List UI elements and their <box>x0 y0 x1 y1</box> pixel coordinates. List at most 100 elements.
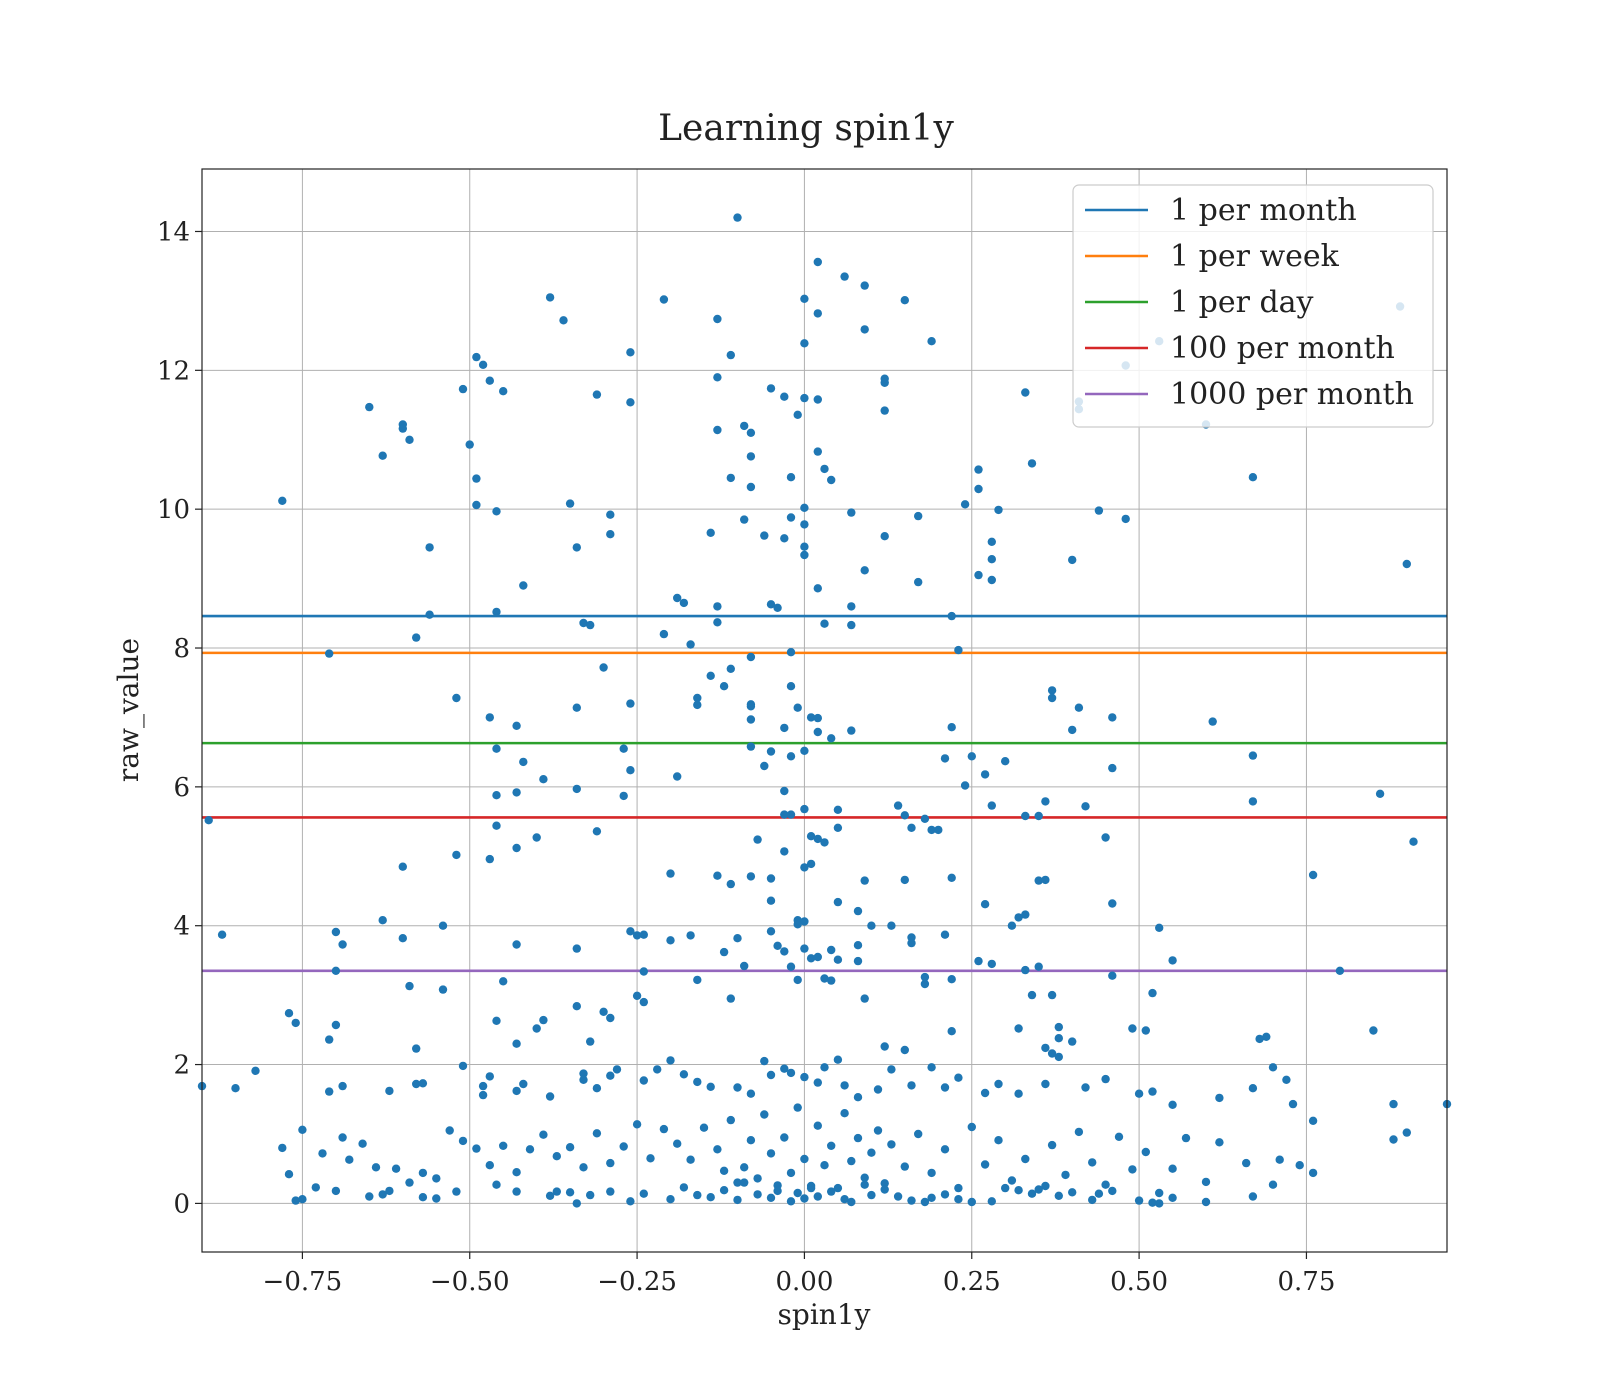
scatter-point <box>606 1071 615 1080</box>
scatter-point <box>840 1109 849 1118</box>
scatter-point <box>1027 459 1037 468</box>
scatter-point <box>1128 1024 1137 1033</box>
scatter-point <box>940 1083 950 1092</box>
scatter-point <box>1041 1181 1050 1191</box>
scatter-point <box>1168 1100 1177 1110</box>
scatter-point <box>746 715 756 724</box>
scatter-point <box>940 1145 950 1154</box>
scatter-point <box>760 761 769 771</box>
scatter-point <box>786 1068 796 1078</box>
scatter-point <box>740 1163 749 1172</box>
scatter-point <box>726 1115 735 1125</box>
scatter-point <box>666 936 675 945</box>
scatter-point <box>612 1065 622 1074</box>
scatter-point <box>1168 956 1177 965</box>
scatter-point <box>499 1141 508 1151</box>
scatter-point <box>954 1183 963 1193</box>
scatter-point <box>746 872 756 881</box>
scatter-point <box>806 1183 816 1193</box>
scatter-point <box>1014 1186 1023 1195</box>
y-tick-label: 4 <box>173 912 190 942</box>
scatter-point <box>331 966 341 975</box>
scatter-point <box>806 713 816 722</box>
scatter-point <box>478 1081 488 1091</box>
scatter-point <box>438 985 448 994</box>
scatter-point <box>907 1081 916 1090</box>
scatter-point <box>800 339 809 348</box>
scatter-point <box>1021 1154 1030 1164</box>
scatter-point <box>532 1024 541 1033</box>
scatter-point <box>1208 717 1217 726</box>
scatter-point <box>793 410 802 419</box>
scatter-point <box>947 611 956 621</box>
scatter-point <box>766 1193 776 1203</box>
scatter-point <box>719 1186 729 1195</box>
scatter-point <box>1108 971 1117 980</box>
threshold-lines <box>202 614 1447 973</box>
scatter-point <box>800 804 809 814</box>
scatter-point <box>325 1035 334 1044</box>
scatter-point <box>1128 1165 1137 1174</box>
scatter-point <box>358 1139 367 1148</box>
scatter-point <box>606 1013 615 1023</box>
scatter-point <box>619 744 628 753</box>
scatter-point <box>452 850 461 860</box>
scatter-point <box>666 1056 675 1065</box>
scatter-point <box>472 474 481 483</box>
scatter-point <box>1248 1084 1258 1093</box>
scatter-point <box>987 1197 996 1206</box>
scatter-point <box>873 1126 883 1135</box>
scatter-point <box>345 1155 354 1164</box>
scatter-point <box>746 1089 756 1098</box>
scatter-point <box>920 979 930 989</box>
scatter-point <box>452 1187 461 1196</box>
scatter-point <box>1027 1189 1037 1198</box>
scatter-point <box>1308 1116 1318 1126</box>
scatter-point <box>746 702 756 711</box>
scatter-point <box>1034 962 1043 971</box>
scatter-point <box>1068 725 1077 735</box>
scatter-point <box>726 350 735 360</box>
scatter-point <box>920 1197 930 1207</box>
scatter-point <box>1101 833 1110 842</box>
scatter-point <box>686 1155 695 1164</box>
scatter-point <box>1148 1198 1157 1207</box>
scatter-point <box>853 906 863 916</box>
scatter-point <box>532 833 541 842</box>
scatter-point <box>398 424 407 433</box>
scatter-point <box>793 975 802 985</box>
scatter-point <box>512 721 521 730</box>
scatter-point <box>806 859 816 869</box>
scatter-point <box>699 1123 709 1132</box>
scatter-point <box>1088 1158 1097 1167</box>
scatter-point <box>1268 1063 1278 1072</box>
scatter-point <box>1047 990 1057 1000</box>
scatter-point <box>626 1197 635 1206</box>
scatter-point <box>586 1190 595 1200</box>
scatter-point <box>478 1090 488 1100</box>
scatter-point <box>766 747 776 756</box>
scatter-point <box>1248 1192 1258 1201</box>
scatter-point <box>860 325 869 334</box>
scatter-point <box>492 607 501 617</box>
scatter-point <box>800 520 809 529</box>
scatter-point <box>893 801 903 810</box>
scatter-point <box>706 671 715 680</box>
scatter-point <box>947 723 956 732</box>
scatter-point <box>833 955 843 964</box>
scatter-point <box>880 378 889 387</box>
scatter-point <box>412 1044 421 1053</box>
scatter-point <box>860 1173 869 1182</box>
scatter-point <box>980 1160 990 1169</box>
scatter-point <box>586 620 595 630</box>
scatter-point <box>746 452 756 461</box>
scatter-point <box>492 821 501 830</box>
scatter-point <box>847 726 856 735</box>
scatter-point <box>813 727 822 737</box>
scatter-point <box>1134 1196 1144 1205</box>
scatter-point <box>1369 1026 1378 1035</box>
scatter-point <box>1054 1034 1064 1043</box>
scatter-point <box>940 754 950 763</box>
scatter-point <box>827 1141 836 1151</box>
scatter-point <box>1155 1188 1164 1198</box>
